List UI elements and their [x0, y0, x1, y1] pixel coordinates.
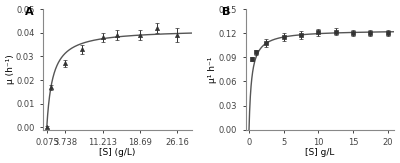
Text: B: B — [222, 7, 230, 17]
Y-axis label: μ¹ h⁻¹: μ¹ h⁻¹ — [208, 56, 217, 83]
Y-axis label: μ (h⁻¹): μ (h⁻¹) — [6, 54, 14, 84]
Text: A: A — [25, 7, 34, 17]
X-axis label: [S] (g/L): [S] (g/L) — [99, 148, 136, 157]
X-axis label: [S] g/L: [S] g/L — [305, 148, 335, 157]
